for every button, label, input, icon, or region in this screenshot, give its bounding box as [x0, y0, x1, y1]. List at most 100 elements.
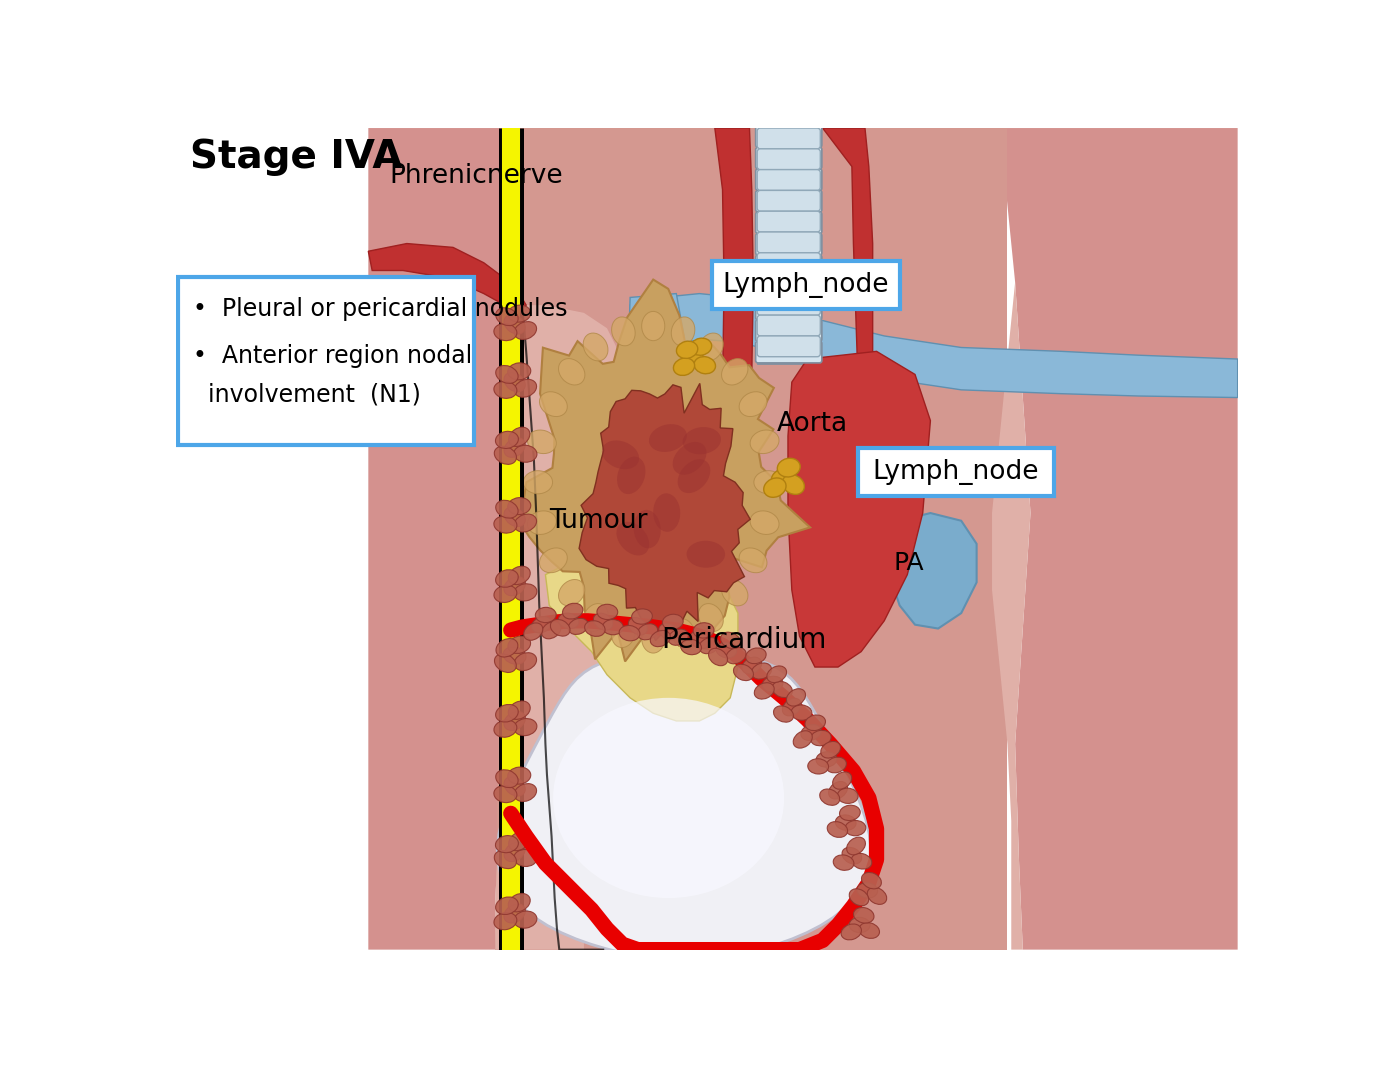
Ellipse shape: [843, 847, 862, 864]
FancyBboxPatch shape: [758, 128, 819, 363]
Ellipse shape: [672, 317, 695, 346]
Ellipse shape: [677, 459, 710, 493]
Ellipse shape: [821, 742, 840, 758]
Ellipse shape: [507, 305, 531, 322]
Ellipse shape: [742, 657, 761, 674]
Ellipse shape: [495, 769, 519, 787]
Ellipse shape: [774, 706, 793, 722]
Ellipse shape: [849, 889, 869, 906]
Ellipse shape: [672, 619, 695, 648]
Text: •  Anterior region nodal: • Anterior region nodal: [193, 344, 472, 368]
Ellipse shape: [764, 478, 786, 497]
Ellipse shape: [507, 363, 531, 380]
Ellipse shape: [585, 621, 605, 636]
Ellipse shape: [539, 548, 567, 573]
Ellipse shape: [514, 849, 536, 866]
Ellipse shape: [659, 623, 678, 640]
Ellipse shape: [851, 854, 872, 870]
Ellipse shape: [754, 683, 774, 699]
Ellipse shape: [867, 888, 887, 905]
Ellipse shape: [583, 333, 608, 361]
Ellipse shape: [612, 619, 636, 648]
Ellipse shape: [505, 372, 525, 392]
FancyBboxPatch shape: [757, 211, 821, 232]
Ellipse shape: [641, 624, 665, 653]
Ellipse shape: [505, 437, 525, 458]
Ellipse shape: [699, 604, 723, 632]
Ellipse shape: [862, 873, 881, 889]
Polygon shape: [519, 280, 809, 662]
Ellipse shape: [632, 609, 652, 624]
Ellipse shape: [495, 704, 519, 722]
Ellipse shape: [527, 511, 556, 535]
Ellipse shape: [495, 570, 519, 587]
Polygon shape: [823, 128, 873, 367]
Ellipse shape: [772, 682, 793, 698]
Ellipse shape: [819, 789, 840, 806]
Ellipse shape: [514, 514, 536, 532]
Ellipse shape: [503, 712, 525, 731]
Ellipse shape: [494, 912, 517, 929]
Ellipse shape: [837, 789, 858, 803]
Ellipse shape: [801, 724, 822, 740]
FancyBboxPatch shape: [858, 448, 1054, 496]
Polygon shape: [495, 128, 1008, 950]
Ellipse shape: [494, 446, 517, 464]
Ellipse shape: [746, 648, 767, 664]
Polygon shape: [495, 305, 634, 950]
FancyBboxPatch shape: [757, 170, 821, 190]
Ellipse shape: [699, 333, 723, 361]
FancyBboxPatch shape: [178, 276, 474, 445]
Ellipse shape: [847, 838, 866, 855]
Ellipse shape: [859, 923, 880, 938]
Ellipse shape: [849, 918, 870, 933]
Ellipse shape: [677, 341, 698, 359]
Ellipse shape: [514, 911, 536, 928]
Ellipse shape: [691, 338, 712, 355]
Ellipse shape: [786, 688, 805, 706]
Ellipse shape: [654, 493, 680, 531]
Ellipse shape: [558, 579, 585, 606]
Ellipse shape: [687, 541, 725, 568]
Ellipse shape: [503, 647, 525, 664]
Ellipse shape: [721, 359, 747, 385]
Ellipse shape: [603, 620, 623, 635]
Ellipse shape: [507, 767, 531, 784]
Ellipse shape: [495, 654, 516, 672]
Ellipse shape: [509, 701, 530, 719]
FancyBboxPatch shape: [756, 320, 822, 341]
Ellipse shape: [629, 618, 647, 635]
Ellipse shape: [651, 631, 670, 647]
Ellipse shape: [637, 624, 658, 640]
Ellipse shape: [805, 715, 826, 731]
Ellipse shape: [619, 625, 640, 641]
Ellipse shape: [558, 359, 585, 385]
Ellipse shape: [782, 698, 801, 716]
Ellipse shape: [494, 516, 517, 534]
Polygon shape: [892, 513, 976, 628]
Ellipse shape: [505, 315, 525, 334]
FancyBboxPatch shape: [757, 273, 821, 294]
Ellipse shape: [673, 442, 706, 475]
Ellipse shape: [778, 458, 800, 477]
Ellipse shape: [553, 698, 785, 898]
Text: Stage IVA: Stage IVA: [190, 139, 403, 176]
Ellipse shape: [793, 731, 812, 748]
FancyBboxPatch shape: [757, 190, 821, 211]
FancyBboxPatch shape: [756, 147, 822, 169]
FancyBboxPatch shape: [757, 128, 821, 148]
Ellipse shape: [811, 730, 832, 746]
Text: Lymph_node: Lymph_node: [873, 459, 1040, 485]
Ellipse shape: [494, 381, 517, 398]
FancyBboxPatch shape: [756, 255, 822, 276]
Ellipse shape: [771, 468, 794, 488]
FancyBboxPatch shape: [756, 234, 822, 255]
Ellipse shape: [841, 924, 862, 940]
Ellipse shape: [681, 639, 702, 655]
Ellipse shape: [550, 620, 570, 636]
Ellipse shape: [503, 904, 525, 923]
Ellipse shape: [505, 507, 525, 526]
Ellipse shape: [752, 663, 771, 679]
Ellipse shape: [514, 584, 536, 601]
Ellipse shape: [583, 604, 608, 632]
